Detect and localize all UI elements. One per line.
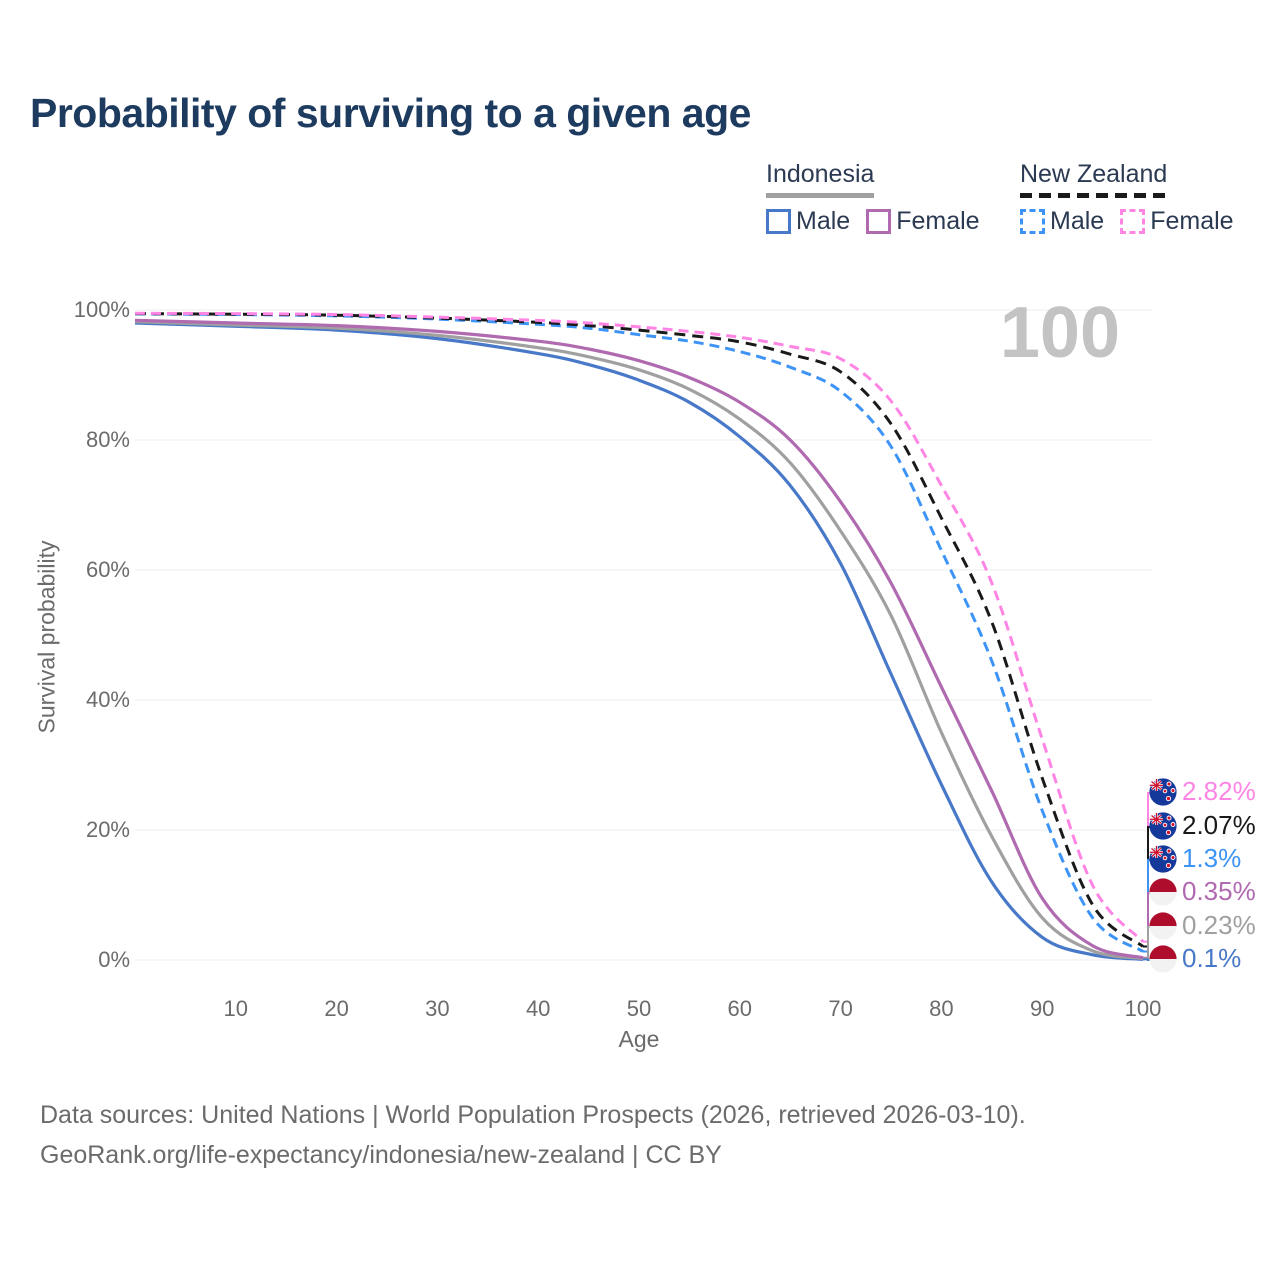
legend-label-new-zealand-male[interactable]: Male <box>1050 207 1105 235</box>
curve-new-zealand-total[interactable] <box>134 312 1144 948</box>
annotation-new-zealand-female: 2.82% <box>1149 776 1256 807</box>
new-zealand-flag-icon <box>1149 844 1177 873</box>
legend-header-indonesia-label: Indonesia <box>766 160 875 188</box>
annotation-value-indonesia-total: 0.23% <box>1182 910 1256 940</box>
x-tick-60: 60 <box>727 996 753 1021</box>
x-tick-20: 20 <box>324 996 349 1021</box>
legend-label-new-zealand-female[interactable]: Female <box>1150 207 1234 235</box>
legend-items-new-zealand: Male Female <box>1020 207 1250 236</box>
page-title: Probability of surviving to a given age <box>30 90 751 136</box>
curve-new-zealand-female[interactable] <box>134 311 1145 943</box>
legend-swatch-indonesia-female[interactable] <box>866 209 892 234</box>
legend-label-indonesia-male[interactable]: Male <box>796 207 851 235</box>
footer-data-sources: Data sources: United Nations | World Pop… <box>40 1101 1026 1129</box>
y-tick-0%: 0% <box>98 947 130 972</box>
x-tick-70: 70 <box>828 996 853 1021</box>
indonesia-flag-icon <box>1149 911 1177 940</box>
x-tick-80: 80 <box>929 996 954 1021</box>
x-tick-50: 50 <box>626 996 652 1021</box>
x-tick-90: 90 <box>1029 996 1055 1021</box>
annotation-value-new-zealand-total: 2.07% <box>1182 810 1256 840</box>
legend-items-indonesia: Male Female <box>766 207 996 236</box>
legend-header-new-zealand-label: New Zealand <box>1020 160 1168 188</box>
curve-indonesia-female[interactable] <box>134 318 1144 960</box>
legend-swatch-new-zealand-female[interactable] <box>1120 209 1146 234</box>
annotation-new-zealand-total: 2.07% <box>1149 810 1256 841</box>
y-tick-40%: 40% <box>85 687 130 712</box>
new-zealand-flag-icon <box>1149 811 1177 840</box>
annotation-value-new-zealand-male: 1.3% <box>1182 843 1242 873</box>
legend-group-new-zealand: New Zealand Male Female <box>1020 160 1250 236</box>
x-tick-40: 40 <box>525 996 551 1021</box>
annotation-value-new-zealand-female: 2.82% <box>1182 776 1256 806</box>
legend-label-indonesia-female[interactable]: Female <box>896 207 980 235</box>
annotation-new-zealand-male: 1.3% <box>1149 843 1241 874</box>
legend-swatch-new-zealand-male[interactable] <box>1020 209 1045 234</box>
curve-indonesia-total[interactable] <box>134 320 1144 961</box>
age-counter-watermark: 100 <box>999 293 1120 373</box>
curve-new-zealand-male[interactable] <box>134 312 1144 953</box>
legend-underline-indonesia <box>766 193 875 198</box>
x-tick-30: 30 <box>425 996 450 1021</box>
y-tick-100%: 100% <box>73 297 130 322</box>
x-tick-100: 100 <box>1124 996 1162 1021</box>
curve-indonesia-male[interactable] <box>134 321 1144 961</box>
indonesia-flag-icon <box>1149 944 1177 973</box>
annotation-indonesia-male: 0.1% <box>1149 943 1241 974</box>
y-tick-60%: 60% <box>85 557 130 582</box>
annotation-indonesia-total: 0.23% <box>1149 910 1256 941</box>
y-tick-20%: 20% <box>85 817 130 842</box>
footer: Data sources: United Nations | World Pop… <box>40 1095 1026 1175</box>
x-axis-title: Age <box>618 1026 660 1052</box>
x-tick-10: 10 <box>223 996 249 1021</box>
legend-header-indonesia[interactable]: Indonesia <box>766 160 875 198</box>
legend-underline-new-zealand <box>1020 193 1168 198</box>
new-zealand-flag-icon <box>1149 777 1177 806</box>
legend-swatch-indonesia-male[interactable] <box>766 209 791 234</box>
legend-header-new-zealand[interactable]: New Zealand <box>1020 160 1168 198</box>
annotation-value-indonesia-female: 0.35% <box>1182 876 1256 906</box>
annotation-value-indonesia-male: 0.1% <box>1182 943 1242 973</box>
indonesia-flag-icon <box>1149 877 1177 906</box>
legend-group-indonesia: Indonesia Male Female <box>766 160 996 236</box>
annotation-indonesia-female: 0.35% <box>1149 876 1256 907</box>
y-tick-80%: 80% <box>85 427 130 452</box>
footer-attribution: GeoRank.org/life-expectancy/indonesia/ne… <box>40 1141 722 1169</box>
